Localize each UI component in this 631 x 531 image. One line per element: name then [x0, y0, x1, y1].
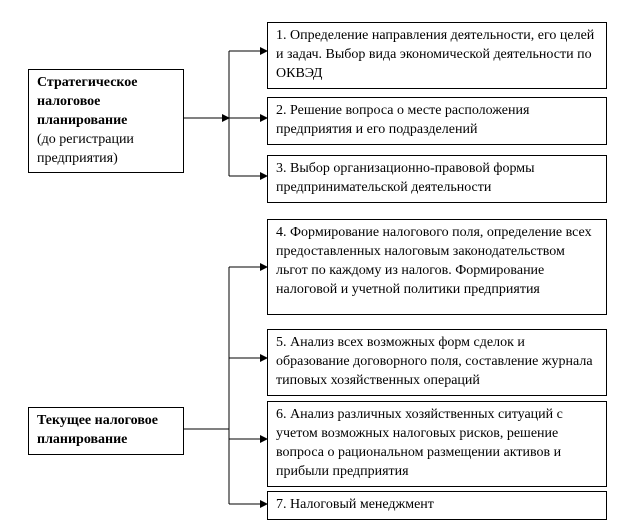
left-node-strategic: Стратегическое налоговое планирование (д…: [28, 69, 184, 173]
right-node-2: 2. Решение вопроса о месте расположения …: [267, 97, 607, 145]
right-node-1: 1. Определение направления деятельности,…: [267, 22, 607, 89]
right-node-text: 7. Налоговый менеджмент: [276, 497, 434, 512]
right-node-3: 3. Выбор организационно-правовой формы п…: [267, 155, 607, 203]
left-node-title-bold: Текущее налоговое планирование: [37, 413, 158, 447]
right-node-text: 5. Анализ всех возможных форм сделок и о…: [276, 335, 593, 388]
right-node-text: 6. Анализ различных хозяйственных ситуац…: [276, 407, 563, 479]
left-node-current: Текущее налоговое планирование: [28, 407, 184, 455]
right-node-4: 4. Формирование налогового поля, определ…: [267, 219, 607, 315]
left-node-title-plain: (до регистрации предприятия): [37, 132, 134, 166]
right-node-text: 3. Выбор организационно-правовой формы п…: [276, 161, 535, 195]
right-node-5: 5. Анализ всех возможных форм сделок и о…: [267, 329, 607, 396]
diagram-canvas: Стратегическое налоговое планирование (д…: [0, 0, 631, 531]
right-node-text: 1. Определение направления деятельности,…: [276, 28, 594, 81]
left-node-title-bold: Стратегическое налоговое планирование: [37, 75, 138, 128]
right-node-text: 2. Решение вопроса о месте расположения …: [276, 103, 529, 137]
right-node-6: 6. Анализ различных хозяйственных ситуац…: [267, 401, 607, 487]
right-node-7: 7. Налоговый менеджмент: [267, 491, 607, 520]
right-node-text: 4. Формирование налогового поля, определ…: [276, 225, 592, 297]
